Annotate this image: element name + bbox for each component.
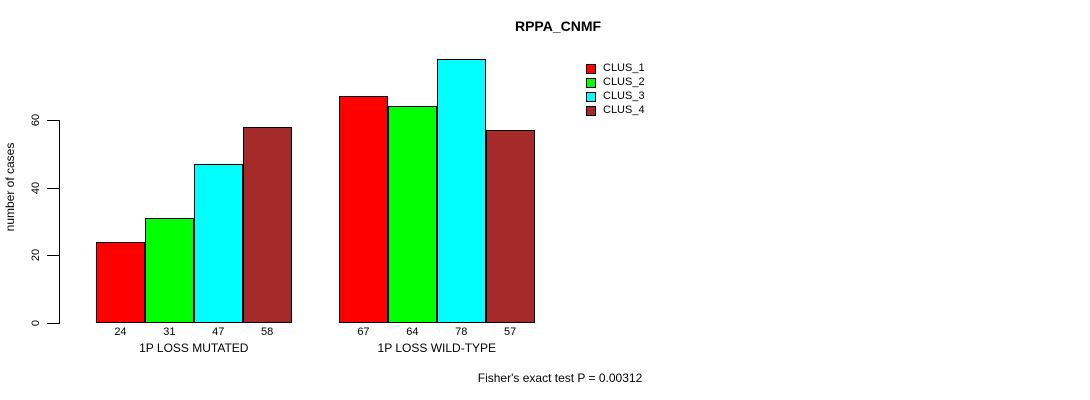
y-axis-tick-label: 40	[30, 181, 42, 194]
bar-clus_1-group2	[339, 96, 388, 323]
legend-item: CLUS_2	[586, 77, 645, 88]
bar-clus_3-group2	[436, 59, 486, 323]
bar-clus_3-group1	[193, 163, 243, 323]
legend-label: CLUS_2	[603, 76, 645, 88]
bar-value-label: 67	[357, 326, 370, 338]
y-axis-tick-label: 0	[30, 319, 42, 327]
bar-clus_4-group2	[485, 130, 535, 323]
y-axis-tick-mark	[47, 255, 60, 257]
legend-item: CLUS_1	[586, 63, 645, 74]
y-axis-tick-label: 60	[30, 113, 42, 127]
y-axis-tick-mark	[47, 323, 60, 324]
bar-value-label: 57	[504, 326, 517, 338]
bar-clus_1-group1	[96, 241, 145, 323]
y-axis-tick-mark	[47, 187, 60, 189]
legend-swatch	[586, 63, 596, 74]
legend-item: CLUS_4	[586, 105, 645, 116]
bar-value-label: 64	[406, 326, 419, 338]
chart-title: RPPA_CNMF	[514, 18, 602, 34]
fisher-test-note: Fisher's exact test P = 0.00312	[477, 371, 643, 385]
bar-clus_4-group1	[242, 126, 292, 323]
y-axis-title: number of cases	[3, 142, 17, 232]
legend-swatch	[586, 91, 596, 102]
bar-clus_2-group2	[387, 106, 437, 323]
bar-value-label: 58	[261, 326, 274, 338]
category-label: 1P LOSS WILD-TYPE	[377, 341, 497, 355]
legend-label: CLUS_1	[603, 62, 645, 74]
y-axis-tick-mark	[47, 120, 60, 121]
bar-value-label: 31	[163, 326, 176, 338]
y-axis-tick-label: 20	[30, 249, 42, 262]
bar-value-label: 47	[212, 326, 225, 338]
y-axis-line	[59, 120, 60, 324]
category-label: 1P LOSS MUTATED	[139, 341, 249, 355]
legend-item: CLUS_3	[586, 91, 645, 102]
bar-value-label: 24	[114, 326, 127, 338]
bar-value-label: 78	[455, 326, 468, 338]
legend-swatch	[586, 77, 596, 88]
bar-clus_2-group1	[144, 218, 194, 323]
legend-label: CLUS_4	[603, 104, 645, 116]
legend: CLUS_1 CLUS_2 CLUS_3 CLUS_4	[586, 63, 645, 116]
legend-label: CLUS_3	[603, 90, 645, 102]
legend-swatch	[586, 105, 596, 116]
